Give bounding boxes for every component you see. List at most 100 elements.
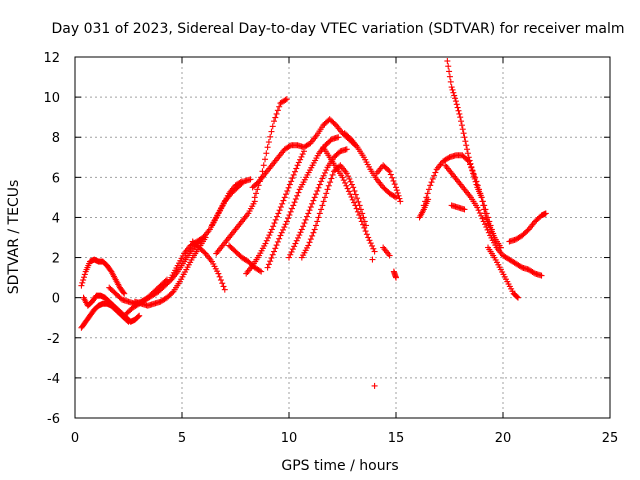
data-point [292, 195, 299, 202]
data-point [538, 272, 545, 279]
data-point [327, 179, 334, 186]
data-point [269, 251, 276, 258]
data-point [318, 178, 325, 185]
data-point [296, 232, 303, 239]
data-point [267, 229, 274, 236]
data-point [393, 187, 400, 194]
chart-title: Day 031 of 2023, Sidereal Day-to-day VTE… [52, 21, 625, 37]
data-point [397, 198, 404, 205]
data-point [530, 269, 537, 276]
data-point [285, 184, 292, 191]
data-point [281, 224, 288, 231]
data-point [361, 224, 368, 231]
y-axis-label: SDTVAR / TECUs [6, 180, 22, 295]
data-point [312, 222, 319, 229]
data-point [385, 167, 392, 174]
data-point [258, 268, 265, 275]
x-tick-label: 20 [495, 431, 512, 446]
data-point [470, 170, 477, 177]
data-point [331, 120, 338, 127]
data-point [357, 215, 364, 222]
data-point [320, 172, 327, 179]
data-point [254, 179, 261, 186]
data-point [315, 214, 322, 221]
data-point [274, 213, 281, 220]
data-point [307, 204, 314, 211]
data-point [290, 202, 297, 209]
data-point [524, 227, 531, 234]
data-point [260, 162, 267, 169]
data-point [319, 202, 326, 209]
data-point [281, 194, 288, 201]
data-point [323, 167, 330, 174]
data-point [300, 223, 307, 230]
data-point [475, 207, 482, 214]
data-point [263, 150, 270, 157]
data-point [391, 181, 398, 188]
data-point [254, 186, 261, 193]
data-point [251, 194, 258, 201]
data-point [391, 193, 398, 200]
data-point [461, 206, 468, 213]
data-point [472, 178, 479, 185]
data-point [348, 181, 355, 188]
data-point [466, 157, 473, 164]
data-point [301, 220, 308, 227]
data-point [467, 160, 474, 167]
data-point [458, 122, 465, 129]
data-point [346, 175, 353, 182]
data-point [268, 254, 275, 261]
data-point [323, 190, 330, 197]
data-point [311, 226, 318, 233]
data-point [363, 231, 370, 238]
data-point [395, 192, 402, 199]
data-point [393, 274, 399, 281]
data-point [325, 182, 332, 189]
data-point [393, 184, 399, 191]
data-point [328, 175, 335, 182]
data-point [514, 294, 521, 301]
data-point [431, 172, 438, 179]
data-point [481, 206, 488, 213]
data-point [365, 234, 372, 241]
data-point [80, 274, 87, 281]
data-point [297, 229, 304, 236]
x-tick-label: 25 [602, 431, 619, 446]
data-point [276, 103, 283, 110]
data-point [479, 215, 486, 222]
data-point [288, 248, 295, 255]
data-point [461, 134, 468, 141]
data-point [268, 226, 275, 233]
data-point [298, 226, 305, 233]
data-point [289, 175, 296, 182]
data-point [470, 173, 477, 180]
data-point [299, 151, 306, 158]
data-point [360, 214, 367, 221]
x-tick-label: 5 [178, 431, 186, 446]
data-point [297, 156, 304, 163]
data-point [446, 73, 453, 80]
data-point [267, 258, 274, 265]
y-tick-label: 4 [52, 211, 60, 226]
data-point [471, 175, 478, 182]
data-point [445, 63, 452, 70]
data-point [329, 171, 336, 178]
data-point [272, 245, 279, 252]
data-point [221, 286, 228, 293]
data-point [136, 312, 143, 319]
data-point [351, 187, 358, 194]
data-point [367, 240, 374, 247]
data-point [305, 210, 312, 217]
data-point [432, 169, 439, 176]
data-point [287, 251, 294, 258]
data-point [286, 143, 293, 150]
data-point [215, 270, 222, 277]
data-point [514, 293, 521, 300]
data-point [217, 277, 224, 284]
data-point [465, 154, 472, 161]
data-point [386, 252, 393, 259]
data-point [78, 282, 85, 289]
data-point [425, 186, 432, 193]
data-point [352, 191, 359, 198]
